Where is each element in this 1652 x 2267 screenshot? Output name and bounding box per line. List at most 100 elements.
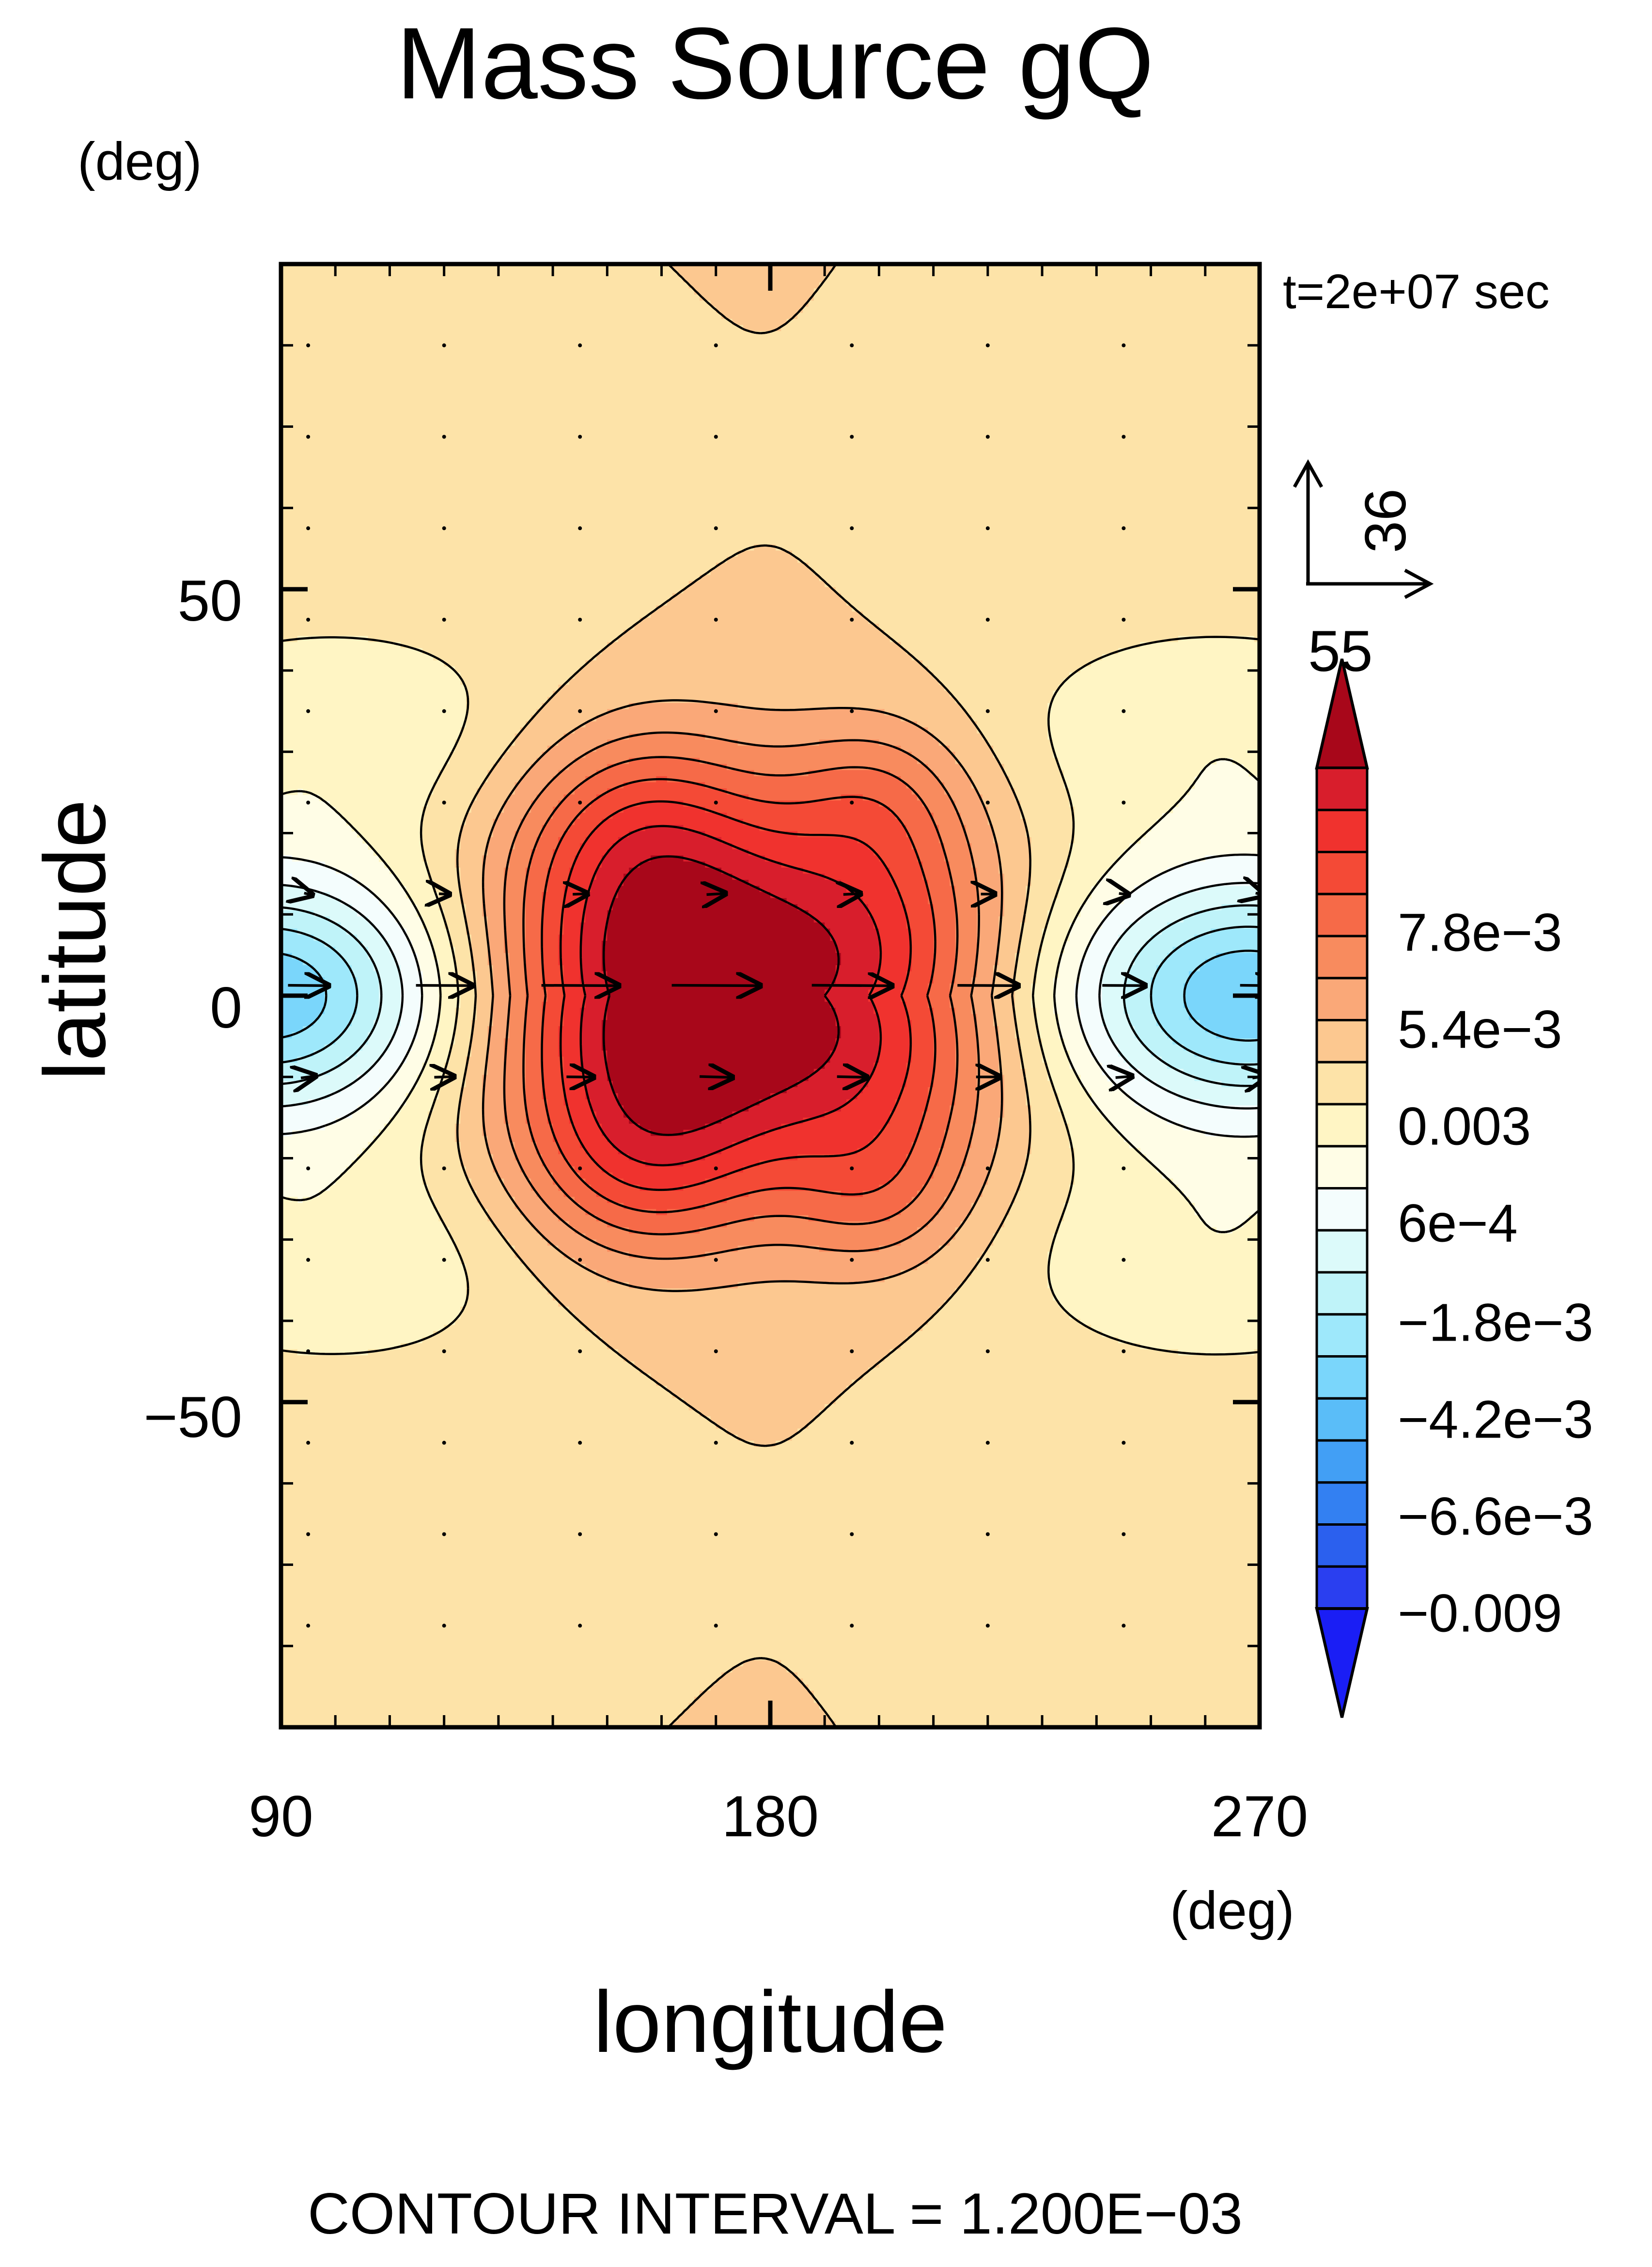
contour-cell	[520, 398, 526, 405]
contour-cell	[324, 355, 330, 362]
contour-cell	[618, 392, 624, 399]
contour-cell	[373, 398, 379, 405]
contour-cell	[987, 374, 994, 380]
contour-cell	[417, 319, 423, 326]
contour-cell	[558, 270, 564, 277]
contour-cell	[667, 282, 673, 289]
contour-cell	[998, 343, 1005, 350]
contour-cell	[1080, 331, 1086, 338]
contour-cell	[324, 276, 330, 283]
contour-cell	[438, 386, 445, 393]
contour-cell	[721, 416, 727, 423]
contour-cell	[841, 343, 847, 350]
contour-cell	[1227, 380, 1233, 387]
contour-cell	[379, 319, 385, 326]
contour-cell	[482, 398, 488, 405]
contour-cell	[938, 349, 945, 356]
contour-cell	[313, 319, 320, 326]
contour-cell	[873, 313, 880, 320]
contour-cell	[743, 300, 749, 307]
contour-cell	[1091, 288, 1097, 295]
contour-cell	[966, 331, 972, 338]
contour-cell	[694, 392, 700, 399]
contour-cell	[1058, 294, 1064, 301]
contour-cell	[482, 313, 488, 320]
contour-cell	[862, 349, 869, 356]
contour-cell	[1020, 361, 1027, 368]
contour-cell	[1243, 416, 1249, 423]
contour-cell	[526, 380, 531, 387]
contour-cell	[1151, 355, 1157, 362]
contour-cell	[602, 380, 608, 387]
contour-cell	[1221, 325, 1228, 332]
contour-cell	[324, 380, 330, 387]
contour-cell	[906, 288, 912, 295]
contour-cell	[1183, 337, 1189, 344]
contour-cell	[678, 398, 684, 405]
contour-cell	[1221, 386, 1228, 393]
contour-cell	[710, 355, 717, 362]
contour-cell	[395, 349, 401, 356]
contour-cell	[575, 313, 580, 320]
contour-cell	[960, 343, 966, 350]
contour-cell	[873, 307, 880, 313]
contour-cell	[1118, 386, 1124, 393]
contour-cell	[395, 282, 401, 289]
contour-cell	[977, 307, 983, 313]
contour-cell	[917, 288, 923, 295]
contour-cell	[417, 313, 423, 320]
contour-cell	[422, 428, 428, 436]
contour-cell	[748, 294, 755, 301]
contour-cell	[944, 313, 951, 320]
contour-cell	[1189, 319, 1195, 326]
contour-cell	[449, 294, 455, 301]
contour-cell	[330, 331, 336, 338]
contour-cell	[569, 380, 575, 387]
contour-cell	[428, 367, 434, 375]
contour-cell	[411, 331, 418, 338]
contour-cell	[373, 337, 379, 344]
contour-cell	[1134, 410, 1140, 417]
contour-cell	[748, 349, 755, 356]
contour-cell	[547, 404, 553, 411]
contour-cell	[971, 380, 978, 387]
contour-cell	[966, 294, 972, 301]
contour-cell	[754, 386, 760, 393]
contour-cell	[1004, 374, 1010, 380]
contour-cell	[591, 386, 597, 393]
contour-cell	[1009, 404, 1015, 411]
contour-cell	[357, 319, 363, 326]
contour-cell	[743, 307, 749, 313]
contour-cell	[759, 380, 765, 387]
contour-cell	[982, 398, 988, 405]
contour-cell	[721, 343, 727, 350]
contour-cell	[379, 361, 385, 368]
contour-cell	[1075, 288, 1081, 295]
contour-cell	[487, 331, 494, 338]
contour-cell	[1069, 313, 1075, 320]
contour-cell	[1004, 416, 1010, 423]
contour-cell	[591, 307, 597, 313]
contour-cell	[341, 386, 347, 393]
contour-cell	[335, 380, 342, 387]
contour-cell	[1031, 331, 1037, 338]
contour-cell	[1227, 282, 1233, 289]
contour-cell	[987, 331, 994, 338]
contour-cell	[1102, 313, 1108, 320]
contour-cell	[1134, 294, 1140, 301]
contour-cell	[906, 300, 912, 307]
contour-cell	[1238, 319, 1244, 326]
contour-cell	[520, 325, 526, 332]
contour-cell	[1123, 398, 1130, 405]
contour-cell	[1211, 288, 1216, 295]
contour-cell	[438, 276, 445, 283]
contour-cell	[330, 416, 336, 423]
contour-cell	[901, 276, 907, 283]
contour-cell	[569, 386, 575, 393]
contour-cell	[721, 380, 727, 387]
contour-cell	[1036, 392, 1043, 399]
contour-cell	[585, 288, 592, 295]
contour-cell	[569, 416, 575, 423]
contour-cell	[602, 282, 608, 289]
contour-cell	[351, 374, 358, 380]
